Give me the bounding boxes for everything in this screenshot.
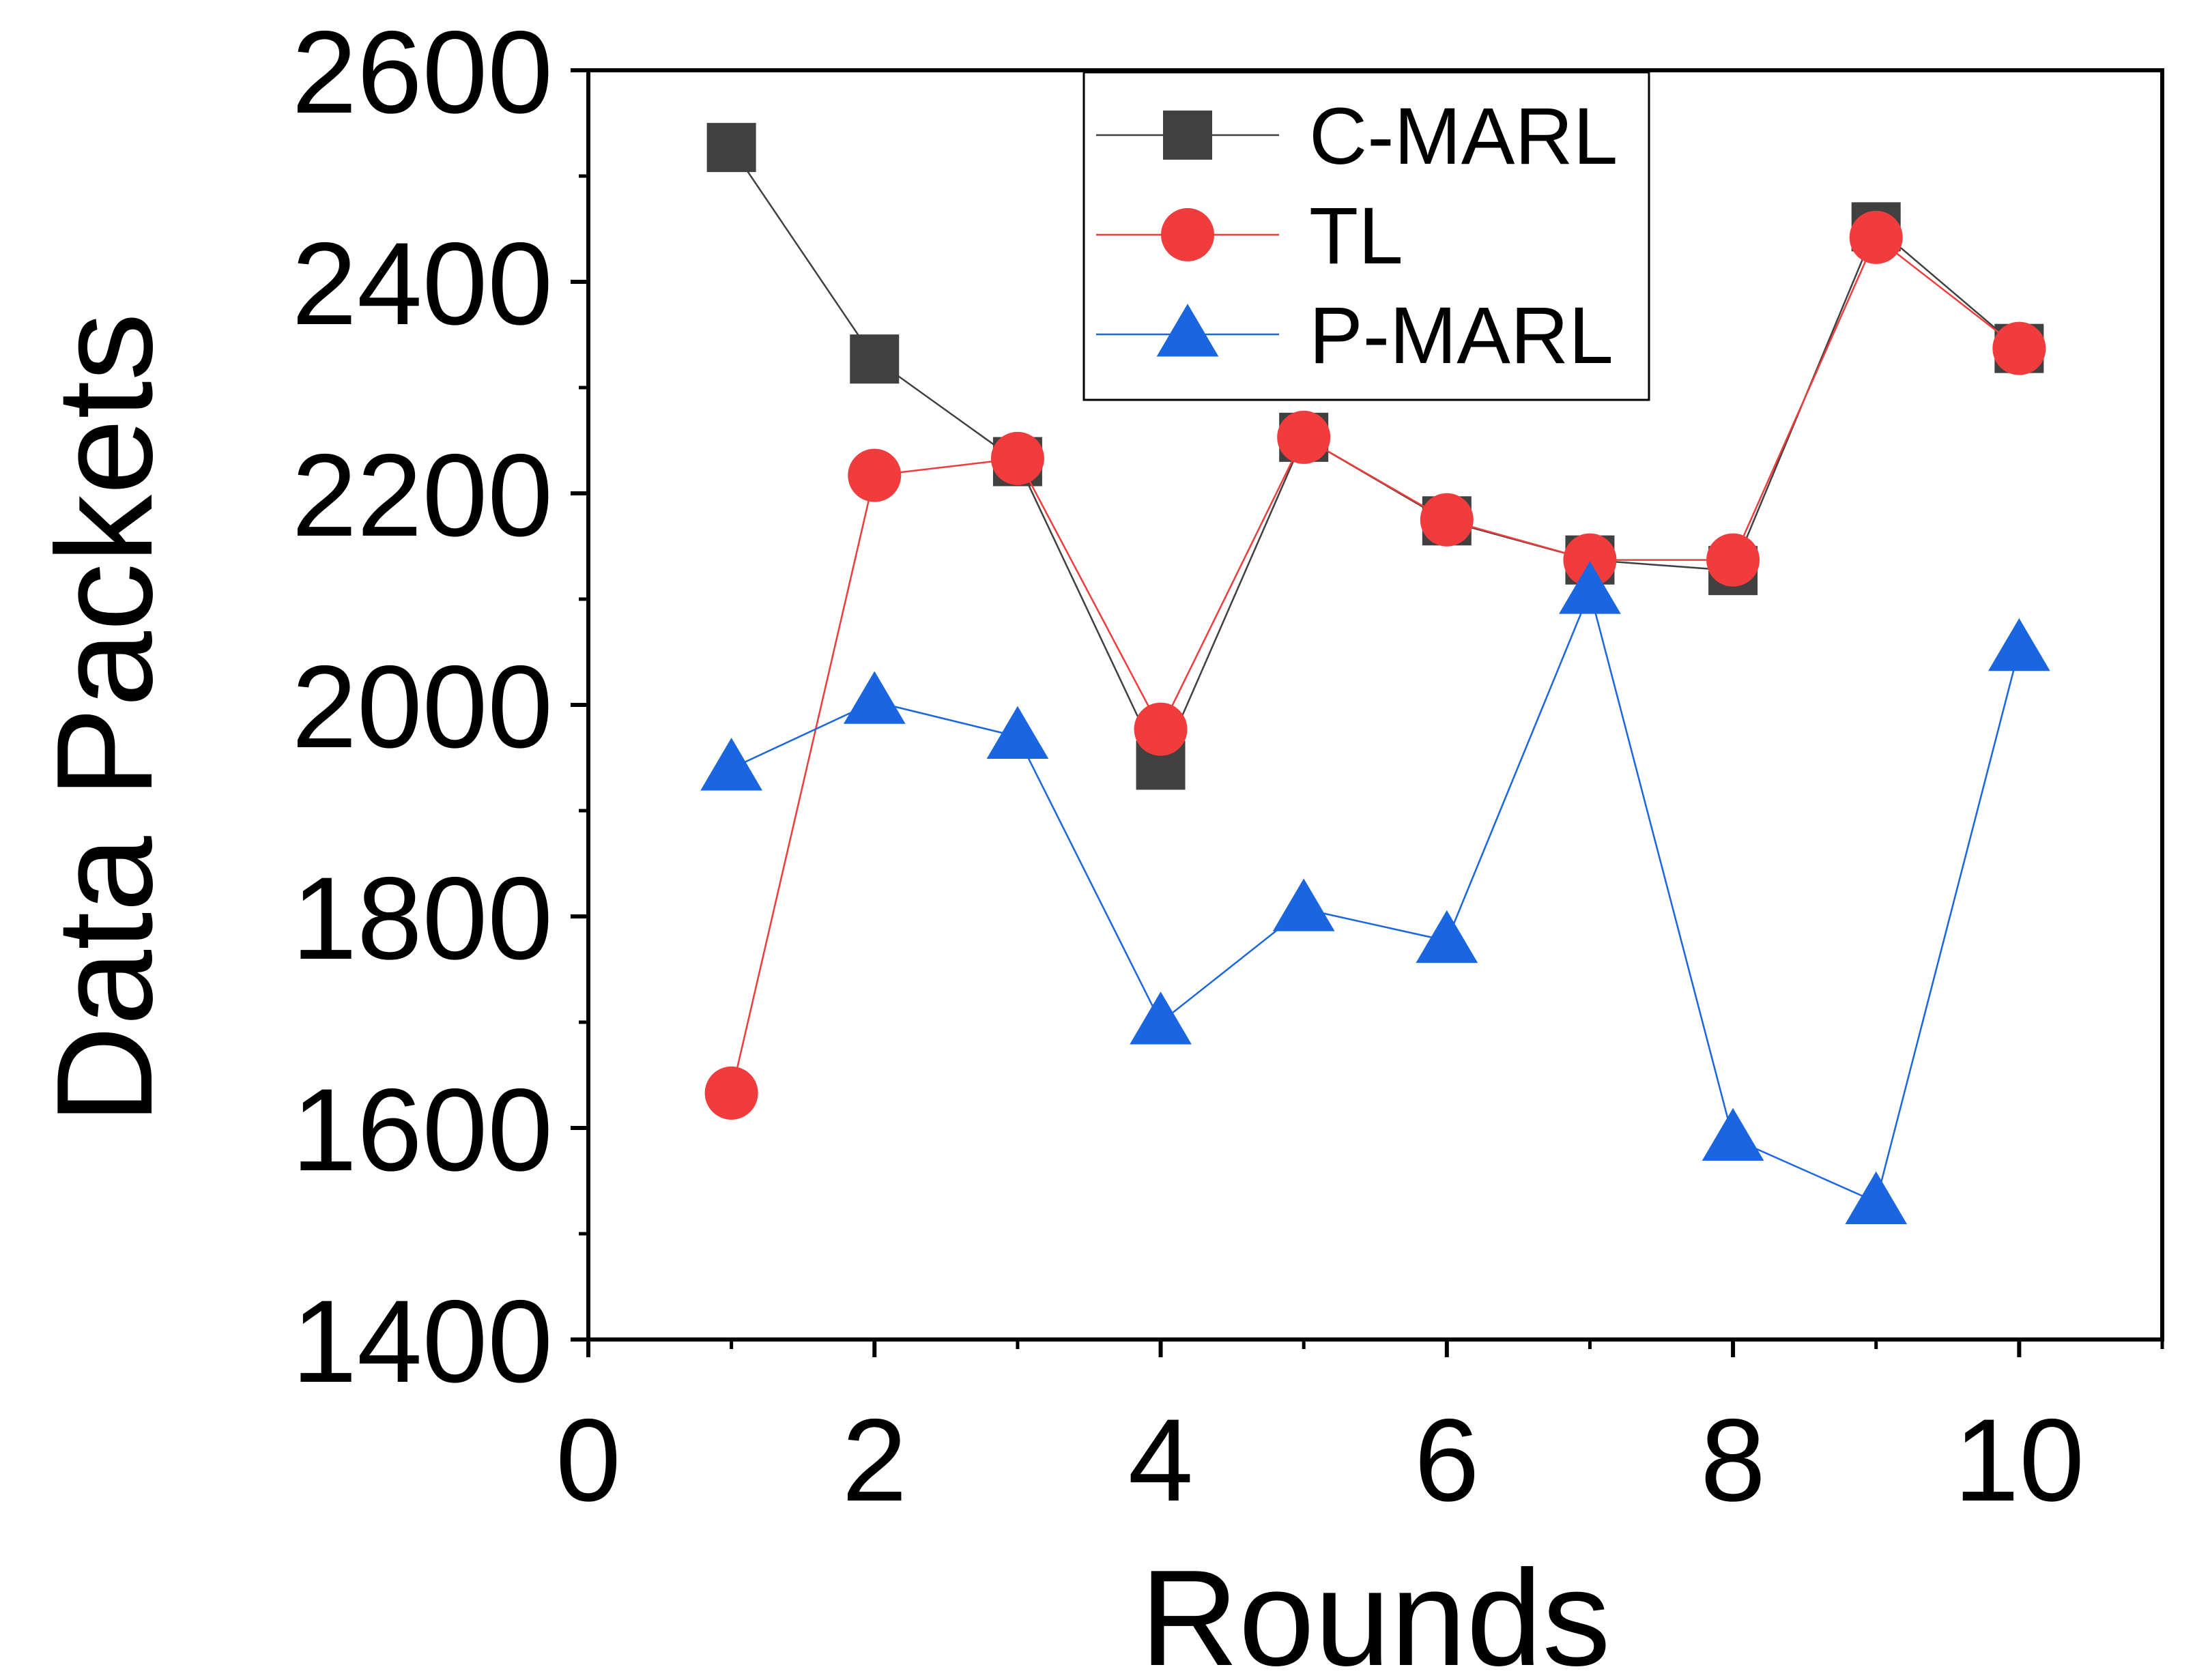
x-tick-label: 4 (1128, 1395, 1194, 1526)
data-point-p-marl (1559, 561, 1621, 614)
y-tick-label: 2600 (291, 7, 553, 138)
data-point-tl (1563, 533, 1617, 587)
data-point-p-marl (1416, 910, 1478, 964)
series-group (700, 123, 2050, 1224)
series-line-tl (730, 235, 2020, 1094)
legend-label-tl: TL (1309, 191, 1403, 281)
x-tick-label: 8 (1700, 1395, 1766, 1526)
data-point-p-marl (1702, 1107, 1764, 1161)
data-point-p-marl (1845, 1171, 1908, 1224)
data-point-c-marl (850, 334, 900, 384)
y-tick-label: 1800 (291, 853, 553, 984)
x-tick-label: 6 (1414, 1395, 1480, 1526)
y-tick-label: 2200 (291, 430, 553, 561)
data-point-p-marl (843, 671, 906, 724)
data-point-tl (1277, 410, 1331, 464)
legend-label-p-marl: P-MARL (1309, 291, 1613, 381)
axes-group: 1400 1600 1800 2000 2200 2400 2600 0 2 4 6 8 10 (291, 7, 2164, 1526)
data-point-tl (1992, 321, 2046, 375)
data-point-tl (704, 1066, 758, 1120)
x-tick-label: 10 (1954, 1395, 2084, 1526)
series-line-p-marl (731, 589, 2020, 1204)
data-point-p-marl (1988, 618, 2050, 671)
y-tick-label: 2400 (291, 218, 553, 349)
y-axis-title: Data Packets (29, 313, 181, 1124)
legend-marker-c-marl (1163, 111, 1212, 160)
data-point-tl (1849, 210, 1903, 264)
data-point-tl (1420, 493, 1474, 547)
y-tick-label: 2000 (291, 641, 553, 772)
legend-marker-tl (1161, 208, 1214, 261)
data-point-tl (848, 448, 902, 502)
data-point-tl (1134, 702, 1188, 756)
data-point-c-marl (706, 123, 756, 173)
legend-label-c-marl: C-MARL (1309, 91, 1618, 182)
legend-marker-p-marl (1156, 304, 1219, 357)
x-tick-label: 0 (556, 1395, 621, 1526)
y-tick-label: 1600 (291, 1065, 553, 1196)
x-axis-title: Rounds (1140, 1542, 1610, 1680)
data-point-p-marl (1272, 878, 1335, 931)
x-tick-label: 2 (842, 1395, 907, 1526)
data-point-p-marl (1130, 991, 1192, 1045)
data-point-tl (990, 431, 1044, 485)
data-point-tl (1706, 533, 1760, 587)
y-tick-label: 1400 (291, 1276, 553, 1407)
data-point-p-marl (700, 738, 762, 791)
data-point-p-marl (986, 706, 1049, 759)
